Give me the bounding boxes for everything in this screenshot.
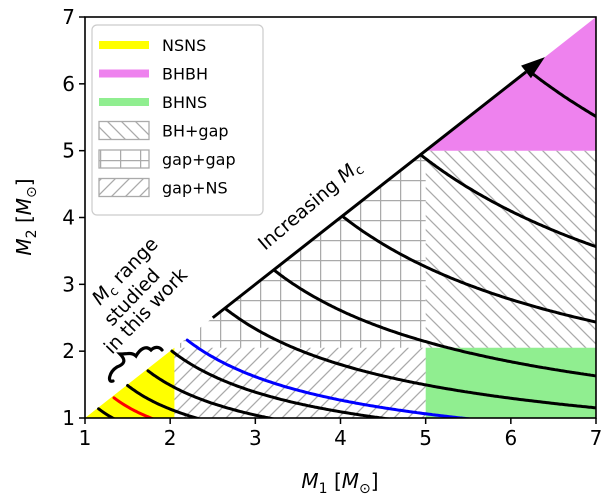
chirp-mass-curve-8 — [272, 268, 596, 378]
arrow-head — [521, 57, 545, 79]
axis-ticks: 1 2 3 4 5 6 7 1 2 3 4 5 6 7 — [62, 5, 602, 450]
legend-label: BHNS — [162, 93, 207, 112]
legend-label: BH+gap — [162, 122, 229, 141]
legend-swatch — [99, 41, 149, 49]
increasing-mc-arrow — [211, 57, 545, 319]
legend: NSNS BHBH BHNS BH+gap gap+gap gap+NS — [91, 24, 264, 216]
legend-swatch — [98, 177, 150, 198]
legend-item-bh-gap: BH+gap — [98, 120, 229, 141]
chirp-mass-curve-7 — [224, 308, 596, 410]
x-tick-label: 3 — [249, 426, 262, 450]
legend-label: gap+gap — [162, 150, 236, 169]
x-tick-label: 6 — [504, 426, 517, 450]
legend-swatch — [99, 98, 149, 106]
legend-label: gap+NS — [162, 179, 228, 198]
chirp-mass-curve-11 — [528, 69, 596, 119]
region-bhns — [425, 347, 596, 418]
legend-item-gap-gap: gap+gap — [98, 149, 236, 169]
x-tick-label: 1 — [79, 426, 92, 450]
chirp-mass-curve-6 — [185, 338, 476, 418]
y-tick-label: 2 — [62, 339, 75, 363]
region-gap-ns — [174, 347, 426, 418]
legend-swatch — [98, 120, 150, 141]
y-tick-label: 4 — [62, 206, 75, 230]
chirp-mass-curve-5 — [170, 349, 393, 418]
y-tick-label: 7 — [62, 5, 75, 29]
arrow-line — [211, 70, 527, 319]
region-bh-gap — [425, 150, 596, 348]
x-tick-label: 4 — [334, 426, 347, 450]
legend-item-bhns: BHNS — [99, 93, 207, 112]
legend-item-bhbh: BHBH — [99, 65, 208, 84]
legend-item-nsns: NSNS — [99, 36, 206, 55]
y-tick-label: 6 — [62, 72, 75, 96]
chirp-mass-curve-4 — [146, 369, 278, 418]
chirp-mass-curve-9 — [342, 215, 596, 324]
legend-swatch — [98, 149, 150, 169]
chirp-mass-curve-10 — [419, 153, 596, 249]
y-tick-label: 5 — [62, 139, 75, 163]
mc-range-brace — [107, 345, 164, 383]
legend-swatch — [99, 69, 149, 78]
x-tick-label: 5 — [419, 426, 432, 450]
y-tick-label: 3 — [62, 272, 75, 296]
x-tick-label: 2 — [164, 426, 177, 450]
legend-item-gap-ns: gap+NS — [98, 177, 228, 198]
x-axis-title: M1 [M⊙] — [301, 469, 378, 496]
legend-label: NSNS — [162, 36, 206, 55]
x-tick-label: 7 — [590, 426, 603, 450]
legend-label: BHBH — [162, 65, 208, 84]
y-tick-label: 1 — [62, 406, 75, 430]
y-axis-title: M2 [M⊙] — [12, 178, 40, 255]
chirp-mass-curve-1 — [97, 407, 116, 418]
